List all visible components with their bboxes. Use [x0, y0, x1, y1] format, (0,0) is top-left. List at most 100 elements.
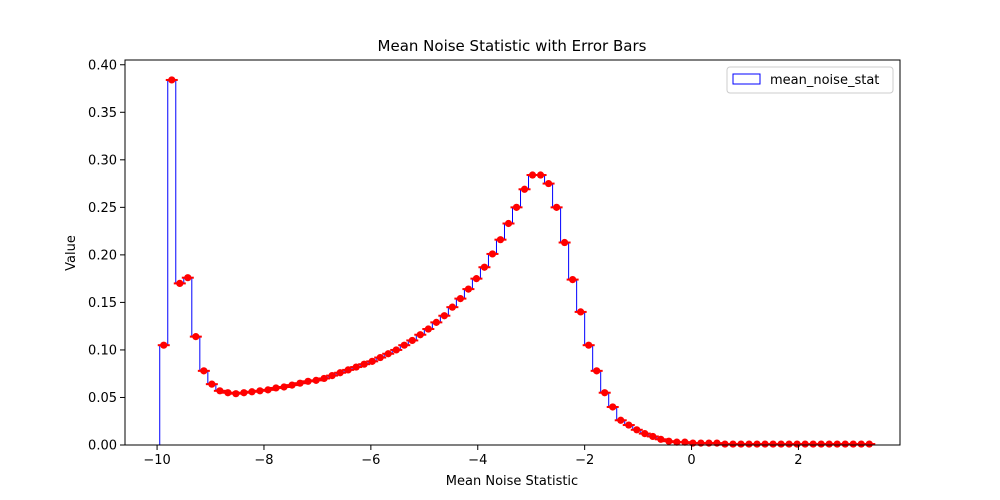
x-tick-label: −6	[361, 453, 380, 468]
y-tick-label: 0.10	[88, 343, 117, 358]
data-point	[408, 336, 416, 345]
data-point	[593, 367, 601, 375]
data-point	[392, 346, 400, 354]
data-point	[248, 388, 256, 396]
data-point	[384, 350, 392, 358]
data-point	[184, 274, 192, 282]
y-tick-label: 0.30	[88, 153, 117, 168]
data-point	[256, 387, 264, 395]
legend: mean_noise_stat	[726, 66, 894, 94]
data-point	[328, 372, 336, 380]
x-tick-label: −2	[575, 453, 594, 468]
data-point	[224, 389, 232, 397]
data-point	[416, 331, 424, 339]
data-point	[761, 440, 769, 448]
data-point	[657, 435, 665, 443]
data-point	[577, 308, 585, 316]
x-tick-label: 2	[794, 453, 802, 468]
data-point	[536, 171, 545, 179]
data-point	[585, 341, 593, 349]
data-point	[721, 440, 729, 448]
x-tick-label: −10	[143, 453, 170, 468]
data-point	[456, 295, 464, 303]
data-point	[641, 429, 649, 438]
data-point	[216, 387, 224, 395]
data-point	[833, 440, 841, 448]
plot-area	[157, 76, 876, 448]
data-point	[280, 383, 288, 391]
data-point	[825, 440, 833, 448]
y-axis-label: Value	[64, 235, 79, 271]
data-point	[368, 357, 376, 365]
data-point	[496, 236, 505, 244]
data-point	[544, 179, 553, 188]
data-point	[360, 360, 368, 368]
data-point	[512, 203, 521, 211]
data-point	[665, 437, 673, 445]
axes-frame	[124, 59, 901, 446]
data-point	[865, 440, 873, 448]
data-point	[681, 438, 689, 446]
legend-swatch	[732, 73, 761, 85]
data-point	[232, 390, 240, 398]
data-point	[272, 384, 280, 392]
legend-label: mean_noise_stat	[770, 73, 879, 88]
y-tick-label: 0.20	[88, 248, 117, 263]
y-tick-label: 0.25	[88, 201, 117, 216]
x-axis: −10 −8 −6 −4 −2 0 2	[143, 445, 803, 468]
data-point	[336, 369, 344, 377]
data-point	[777, 440, 785, 448]
data-point	[304, 377, 312, 385]
data-point	[312, 376, 320, 384]
data-point	[320, 374, 328, 383]
data-point	[168, 76, 176, 84]
data-point	[424, 325, 432, 333]
chart-title: Mean Noise Statistic with Error Bars	[378, 37, 647, 55]
data-point	[561, 238, 569, 247]
data-point	[352, 363, 360, 371]
data-point	[440, 312, 448, 320]
data-point	[472, 275, 481, 283]
data-point	[729, 440, 737, 448]
data-point	[240, 389, 248, 397]
data-point	[528, 171, 537, 179]
y-tick-label: 0.40	[88, 58, 117, 73]
data-point	[464, 285, 473, 293]
data-point	[673, 438, 681, 446]
data-point	[488, 250, 497, 258]
data-point	[801, 440, 809, 448]
data-point	[569, 275, 577, 284]
data-point	[625, 421, 633, 429]
data-point	[192, 333, 200, 341]
y-tick-label: 0.15	[88, 296, 117, 311]
data-point	[857, 440, 865, 448]
data-point	[817, 440, 825, 448]
data-point	[841, 440, 849, 448]
data-point	[288, 381, 296, 389]
y-axis: 0.00 0.05 0.10 0.15 0.20 0.25 0.30 0.35 0.40	[88, 58, 125, 454]
data-point	[376, 353, 384, 362]
data-point	[176, 279, 184, 287]
data-point	[745, 440, 753, 448]
data-point	[448, 303, 456, 311]
y-tick-label: 0.35	[88, 106, 117, 121]
data-point	[160, 341, 168, 349]
data-point	[344, 366, 352, 374]
data-point	[552, 203, 561, 211]
data-point	[785, 440, 793, 448]
data-point	[633, 426, 641, 434]
x-tick-label: −4	[468, 453, 487, 468]
data-point	[264, 386, 272, 394]
data-point	[296, 379, 304, 387]
data-point	[400, 341, 408, 349]
data-point	[480, 263, 489, 271]
y-tick-label: 0.00	[88, 439, 117, 454]
data-point	[520, 185, 529, 193]
x-tick-label: −8	[254, 453, 273, 468]
x-tick-label: 0	[687, 453, 695, 468]
x-axis-label: Mean Noise Statistic	[446, 474, 578, 489]
data-point	[601, 389, 609, 397]
data-point	[769, 440, 777, 448]
data-point	[609, 403, 617, 411]
